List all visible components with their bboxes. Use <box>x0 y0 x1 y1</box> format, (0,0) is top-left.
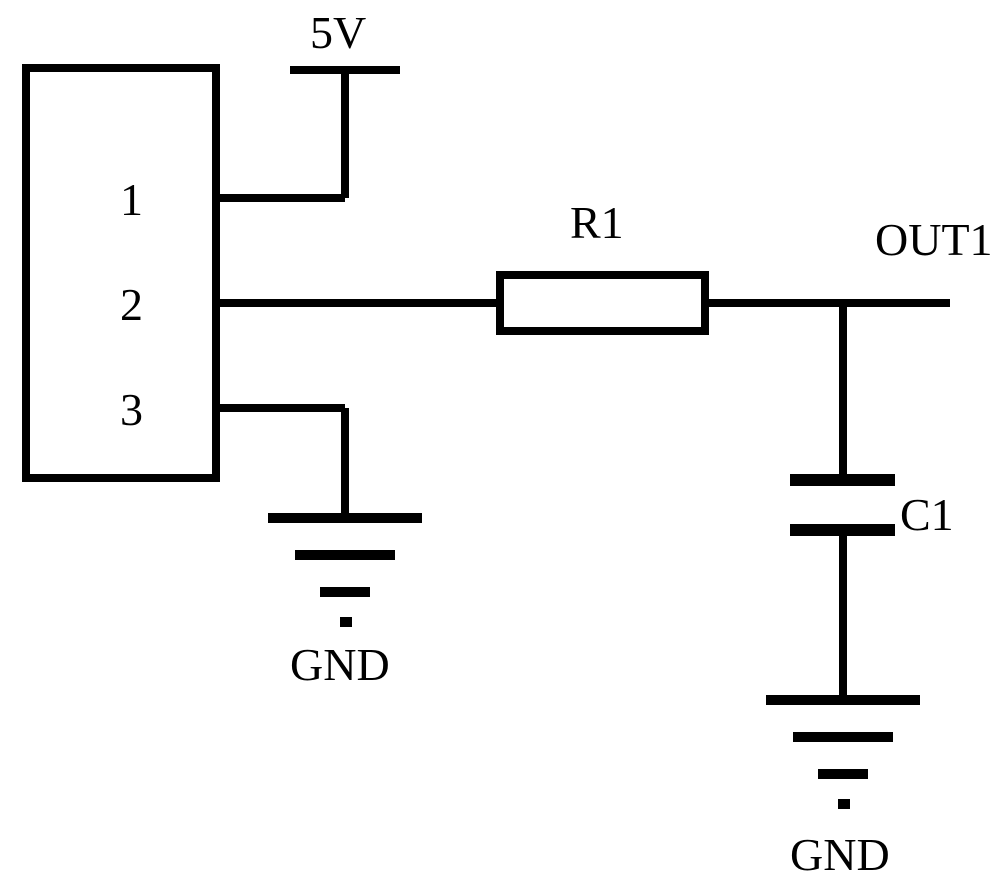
power-label: 5V <box>310 7 366 58</box>
circuit-schematic: 1 2 3 5V R1 OUT1 C1 GND GND <box>0 0 1000 878</box>
pin-label: 2 <box>120 279 143 330</box>
cap-label: C1 <box>900 489 954 540</box>
gnd-right-label: GND <box>790 829 890 878</box>
pin-label: 1 <box>120 174 143 225</box>
pin-label: 3 <box>120 384 143 435</box>
resistor-body <box>500 275 705 331</box>
resistor-label: R1 <box>570 197 624 248</box>
out-label: OUT1 <box>875 214 993 265</box>
gnd-left-label: GND <box>290 639 390 690</box>
